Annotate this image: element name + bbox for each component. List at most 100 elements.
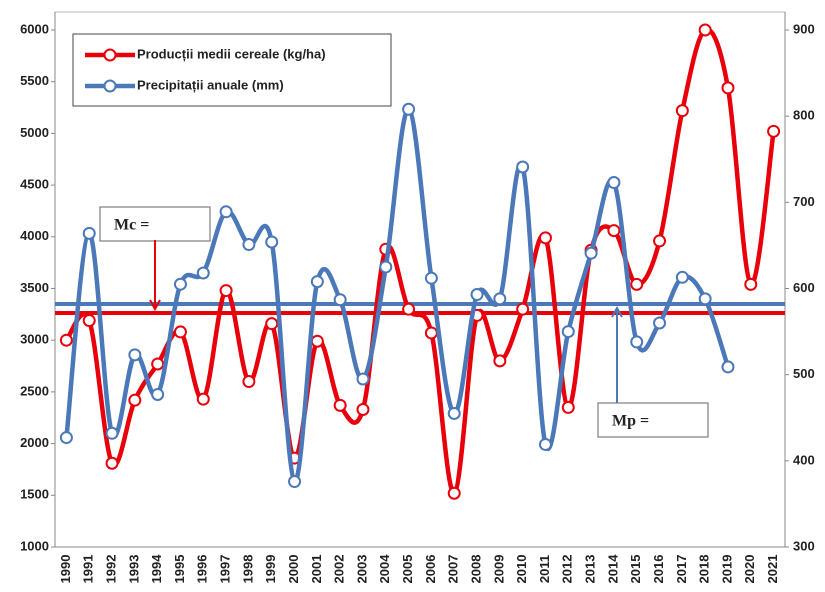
marker — [173, 277, 187, 291]
marker — [493, 354, 507, 368]
legend — [72, 33, 392, 107]
marker — [493, 292, 507, 306]
x-tick-label: 2011 — [537, 555, 552, 583]
annotation: Mc = — [114, 217, 149, 234]
marker — [265, 235, 279, 249]
marker — [219, 284, 233, 298]
y-tick-label: 4500 — [20, 177, 49, 192]
x-tick-label: 2018 — [697, 555, 712, 584]
x-tick-label: 1992 — [103, 555, 118, 584]
marker — [128, 348, 142, 362]
x-tick-label: 1996 — [195, 555, 210, 584]
marker — [310, 334, 324, 348]
series-line — [64, 107, 731, 484]
x-tick-label: 1993 — [126, 555, 141, 584]
marker — [59, 333, 73, 347]
y-tick-label: 3500 — [20, 280, 49, 295]
marker — [653, 316, 667, 330]
marker — [242, 238, 256, 252]
marker — [767, 124, 781, 138]
marker — [356, 402, 370, 416]
x-tick-label: 2000 — [286, 555, 301, 584]
legend-marker — [103, 48, 117, 62]
y-tick-label: 4000 — [20, 228, 49, 243]
marker — [584, 246, 598, 260]
x-tick-label: 1990 — [58, 555, 73, 584]
marker — [516, 160, 530, 174]
y2-tick-label: 300 — [793, 538, 815, 553]
x-tick-label: 2021 — [765, 555, 780, 584]
y-tick-label: 2500 — [20, 383, 49, 398]
marker — [310, 275, 324, 289]
marker — [653, 234, 667, 248]
x-tick-label: 2002 — [332, 555, 347, 584]
x-tick-label: 2004 — [377, 554, 392, 584]
marker — [561, 325, 575, 339]
marker — [630, 335, 644, 349]
legend-marker — [103, 79, 117, 93]
x-tick-label: 1997 — [218, 555, 233, 584]
marker — [333, 293, 347, 307]
y2-tick-label: 800 — [793, 108, 815, 123]
x-tick-label: 2013 — [583, 555, 598, 584]
marker — [698, 23, 712, 37]
y2-tick-label: 500 — [793, 366, 815, 381]
y2-tick-label: 700 — [793, 194, 815, 209]
x-tick-label: 2005 — [400, 555, 415, 584]
legend-label: Producții medii cereale (kg/ha) — [137, 46, 326, 61]
annotation: Mp = — [612, 413, 649, 430]
y2-tick-label: 600 — [793, 280, 815, 295]
marker — [82, 314, 96, 328]
x-tick-label: 2014 — [605, 554, 620, 584]
y-tick-label: 2000 — [20, 435, 49, 450]
x-tick-label: 2001 — [309, 555, 324, 584]
x-tick-label: 2020 — [742, 555, 757, 584]
arrow-head — [149, 299, 161, 312]
x-tick-label: 2007 — [446, 555, 461, 584]
marker — [721, 360, 735, 374]
marker — [105, 456, 119, 470]
arrow-head — [611, 305, 623, 318]
marker — [561, 400, 575, 414]
marker — [424, 326, 438, 340]
marker — [607, 176, 621, 190]
y-tick-label: 1000 — [20, 538, 49, 553]
marker — [607, 224, 621, 238]
marker — [82, 226, 96, 240]
marker — [173, 325, 187, 339]
marker — [196, 266, 210, 280]
marker — [698, 292, 712, 306]
x-tick-label: 2012 — [560, 555, 575, 584]
marker — [379, 260, 393, 274]
marker — [538, 231, 552, 245]
marker — [151, 387, 165, 401]
x-tick-label: 2015 — [628, 555, 643, 584]
x-tick-label: 2010 — [514, 555, 529, 584]
marker — [447, 486, 461, 500]
x-tick-label: 2006 — [423, 555, 438, 584]
marker — [105, 426, 119, 440]
marker — [288, 475, 302, 489]
marker — [630, 277, 644, 291]
x-tick-label: 1991 — [81, 555, 96, 584]
marker — [59, 431, 73, 445]
annotation-box — [597, 402, 709, 438]
x-tick-label: 1999 — [263, 555, 278, 584]
x-tick-label: 2003 — [354, 555, 369, 584]
x-tick-label: 2008 — [468, 555, 483, 584]
marker — [538, 437, 552, 451]
marker — [265, 317, 279, 331]
marker — [333, 398, 347, 412]
marker — [424, 271, 438, 285]
y-tick-label: 3000 — [20, 332, 49, 347]
marker — [675, 104, 689, 118]
marker — [516, 302, 530, 316]
legend-label: Precipitații anuale (mm) — [137, 77, 284, 92]
y-tick-label: 5000 — [20, 125, 49, 140]
marker — [402, 102, 416, 116]
marker — [128, 393, 142, 407]
marker — [242, 375, 256, 389]
marker — [196, 392, 210, 406]
x-tick-label: 1998 — [240, 555, 255, 584]
